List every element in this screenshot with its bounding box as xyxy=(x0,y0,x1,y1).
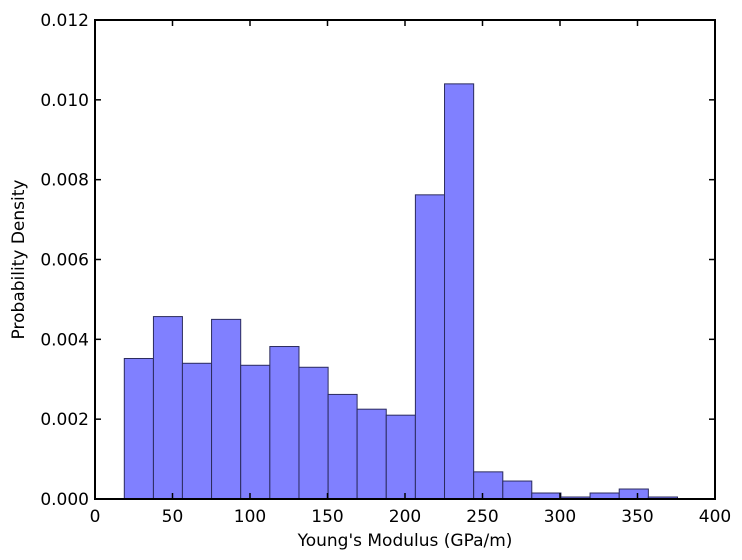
histogram-bar xyxy=(385,414,416,500)
histogram-bar xyxy=(298,366,329,500)
histogram-bar xyxy=(181,362,213,500)
y-axis-label: Probability Density xyxy=(9,180,29,340)
x-tick-label: 100 xyxy=(234,507,266,527)
x-tick-label: 0 xyxy=(90,507,101,527)
x-tick-label: 300 xyxy=(544,507,576,527)
x-tick-label: 200 xyxy=(389,507,421,527)
axis-ticks xyxy=(94,19,716,500)
histogram-bar xyxy=(473,471,504,500)
y-tick-label: 0.004 xyxy=(40,330,89,350)
y-tick-label: 0.006 xyxy=(40,251,89,271)
y-tick-label: 0.000 xyxy=(40,490,89,510)
x-tick-label: 400 xyxy=(699,507,731,527)
histogram-bar xyxy=(356,408,387,500)
histogram-bar xyxy=(211,318,242,500)
histogram-bar xyxy=(502,480,533,500)
x-axis-label: Young's Modulus (GPa/m) xyxy=(297,531,513,551)
y-tick-label: 0.010 xyxy=(40,91,89,111)
x-tick-labels: 0 50 100 150 200 250 300 350 400 xyxy=(90,507,732,527)
histogram-bar xyxy=(269,346,300,500)
histogram-bar xyxy=(152,316,183,500)
histogram-bars xyxy=(123,83,678,500)
x-tick-label: 350 xyxy=(621,507,653,527)
histogram-bar xyxy=(327,393,358,500)
y-tick-label: 0.012 xyxy=(40,11,89,31)
histogram-bar xyxy=(444,83,475,500)
x-tick-label: 250 xyxy=(466,507,498,527)
histogram-bar xyxy=(618,488,649,500)
histogram-bar xyxy=(123,357,154,500)
x-tick-label: 150 xyxy=(311,507,343,527)
y-tick-label: 0.008 xyxy=(40,171,89,191)
y-tick-labels: 0.000 0.002 0.004 0.006 0.008 0.010 0.012 xyxy=(40,11,89,510)
histogram-bar xyxy=(414,194,446,500)
x-tick-label: 50 xyxy=(162,507,184,527)
histogram-bar xyxy=(240,364,271,500)
y-tick-label: 0.002 xyxy=(40,410,89,430)
